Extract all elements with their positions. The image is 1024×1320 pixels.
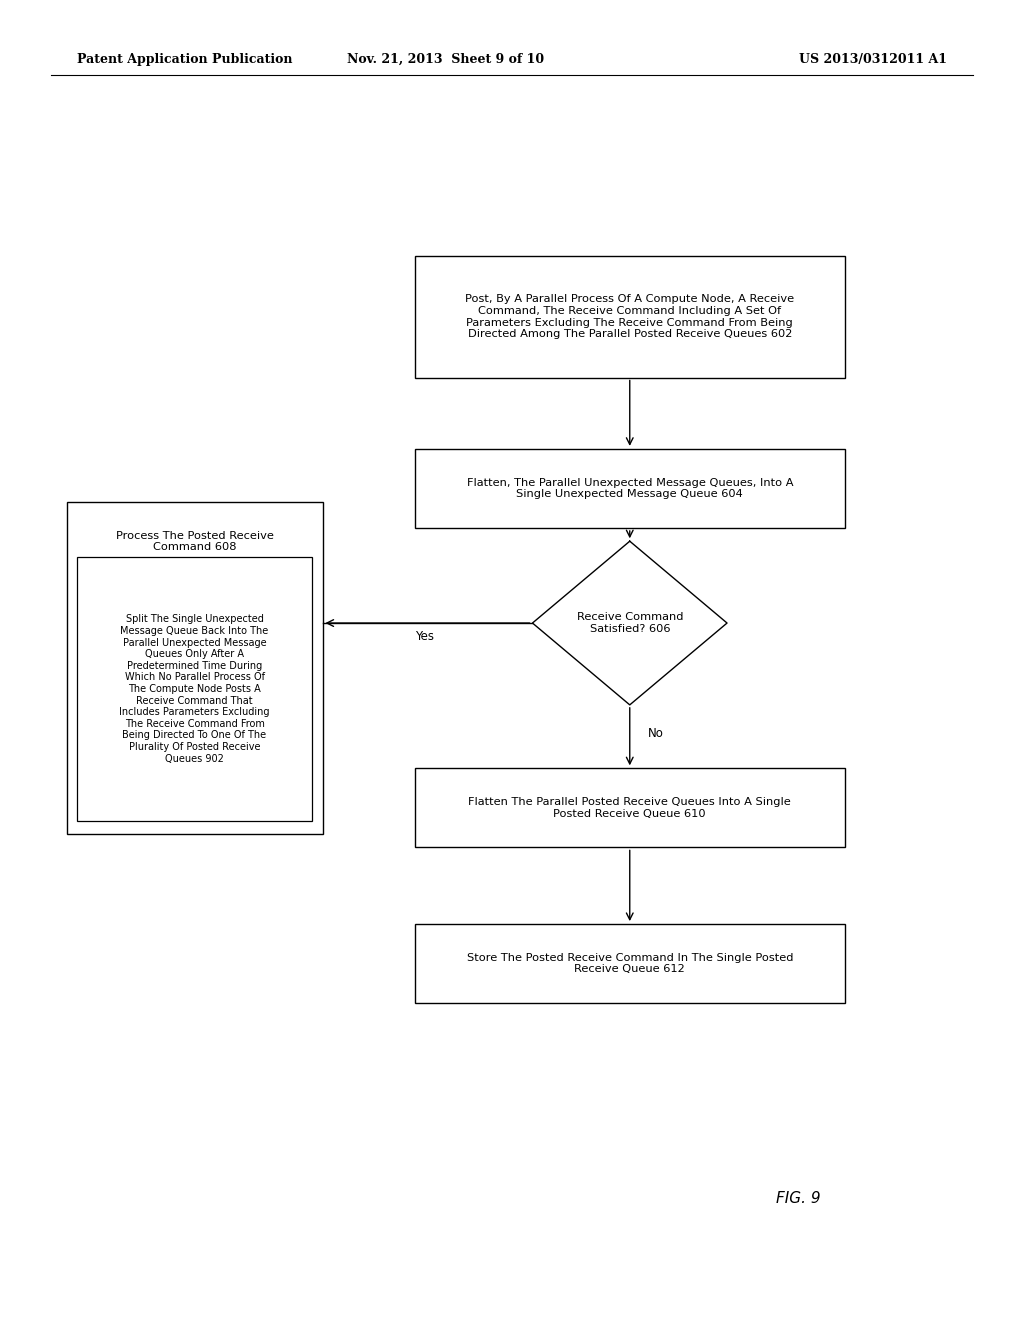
Text: No: No	[648, 727, 665, 741]
Text: Split The Single Unexpected
Message Queue Back Into The
Parallel Unexpected Mess: Split The Single Unexpected Message Queu…	[120, 614, 269, 764]
Text: Patent Application Publication: Patent Application Publication	[77, 53, 292, 66]
FancyBboxPatch shape	[415, 768, 845, 847]
Text: Post, By A Parallel Process Of A Compute Node, A Receive
Command, The Receive Co: Post, By A Parallel Process Of A Compute…	[465, 294, 795, 339]
Text: Receive Command
Satisfied? 606: Receive Command Satisfied? 606	[577, 612, 683, 634]
FancyBboxPatch shape	[415, 256, 845, 378]
Text: Flatten The Parallel Posted Receive Queues Into A Single
Posted Receive Queue 61: Flatten The Parallel Posted Receive Queu…	[468, 797, 792, 818]
Text: Process The Posted Receive
Command 608: Process The Posted Receive Command 608	[116, 531, 273, 552]
FancyBboxPatch shape	[415, 924, 845, 1003]
Text: FIG. 9: FIG. 9	[776, 1191, 821, 1206]
FancyBboxPatch shape	[67, 502, 323, 834]
Text: Store The Posted Receive Command In The Single Posted
Receive Queue 612: Store The Posted Receive Command In The …	[467, 953, 793, 974]
Text: Flatten, The Parallel Unexpected Message Queues, Into A
Single Unexpected Messag: Flatten, The Parallel Unexpected Message…	[467, 478, 793, 499]
Text: Nov. 21, 2013  Sheet 9 of 10: Nov. 21, 2013 Sheet 9 of 10	[347, 53, 544, 66]
FancyBboxPatch shape	[77, 557, 312, 821]
Text: Yes: Yes	[416, 630, 434, 643]
Polygon shape	[532, 541, 727, 705]
FancyBboxPatch shape	[415, 449, 845, 528]
Text: US 2013/0312011 A1: US 2013/0312011 A1	[799, 53, 947, 66]
